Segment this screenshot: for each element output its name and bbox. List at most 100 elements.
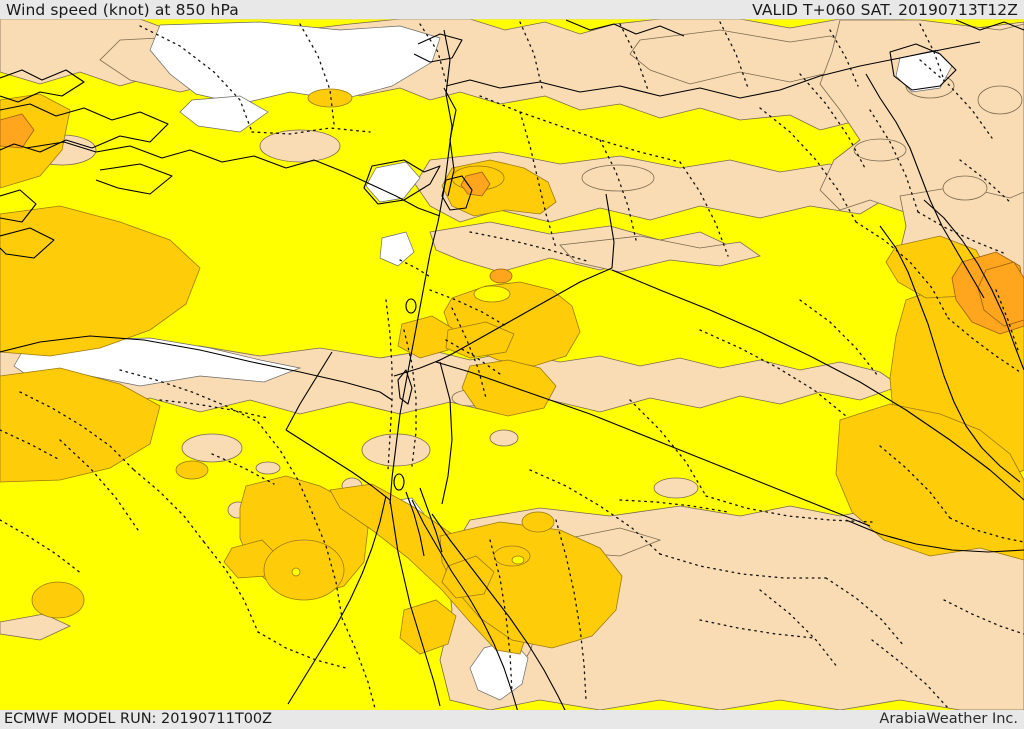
dotted-turkey-f: [619, 23, 649, 91]
coast-red-sea-east: [431, 513, 569, 717]
coast-aegean-mid: [0, 103, 169, 153]
light-ellipse-f: [489, 429, 519, 447]
calm-patch-cyprus: [365, 161, 421, 203]
dotted-saudi-a: [699, 329, 847, 417]
coast-iskenderun: [413, 33, 463, 63]
coast-gulf-west: [879, 225, 1021, 483]
dotted-levant-a: [399, 259, 433, 279]
gold-ellipse-g: [521, 511, 555, 533]
valid-time-label: VALID T+060 SAT. 20190713T12Z: [752, 1, 1018, 19]
calm-patch-med-west: [179, 95, 269, 133]
footer-bar: [0, 710, 1024, 729]
dotted-iraq-f: [947, 317, 1021, 373]
gold-ellipse-c: [493, 545, 531, 567]
gold-ellipse-b: [307, 88, 353, 108]
dotted-syria-a: [479, 95, 681, 163]
light-sliver-sw: [0, 613, 71, 641]
coast-lake-van: [889, 43, 957, 91]
dotted-turkey-b: [251, 127, 371, 135]
calm-patch-mediterranean-north: [149, 21, 441, 105]
border-lebanon: [441, 175, 473, 211]
gold-ellipse-d: [175, 460, 209, 480]
border-iraq-saudi: [611, 269, 1024, 501]
border-solid-group: [285, 41, 1024, 527]
coast-island-crete-w: [0, 189, 37, 223]
dotted-egypt-d: [257, 631, 347, 669]
coast-aegean-north: [0, 69, 85, 103]
light-ellipse-d: [942, 175, 988, 201]
light-ellipse-h: [181, 433, 243, 463]
map-title: Wind speed (knot) at 850 hPa: [6, 1, 239, 19]
dotted-saudi-b: [629, 399, 707, 497]
orange-spot-damascus: [460, 171, 491, 197]
model-run-label: ECMWF MODEL RUN: 20190711T00Z: [4, 711, 273, 727]
dotted-iran-c: [995, 289, 1019, 351]
gold-cell-syrian-desert-lobe: [461, 359, 557, 417]
orange-spot-west: [0, 113, 35, 149]
dotted-gulf-d: [943, 599, 1024, 635]
coastline-group: [0, 19, 1024, 717]
dotted-iraq-e: [855, 221, 949, 319]
dotted-iran-b: [919, 59, 993, 139]
light-sheet-iraq: [819, 19, 1024, 215]
border-egypt-israel: [285, 429, 391, 501]
coast-egypt-north: [0, 335, 393, 401]
dotted-levant-c: [429, 289, 507, 327]
dotted-saudi-j: [759, 589, 839, 669]
light-ellipse-j: [255, 461, 281, 475]
coast-gulf-south: [845, 519, 1024, 553]
dotted-saudi-f: [825, 577, 905, 647]
dotted-iraq-d: [917, 211, 1007, 255]
coast-aqaba-east: [419, 487, 443, 553]
provider-credit-label: ArabiaWeather Inc.: [879, 711, 1018, 727]
border-egypt-sinai-w: [285, 351, 333, 431]
gold-patch-jordan: [397, 315, 453, 359]
dotted-levant-e: [385, 299, 393, 471]
coast-island-crete-e: [0, 227, 55, 259]
light-ellipse-g: [653, 477, 699, 499]
dotted-egypt-m: [211, 453, 275, 485]
calm-patch-levant: [379, 231, 415, 267]
coast-red-sea-west: [411, 499, 519, 713]
light-ellipse-c: [853, 138, 907, 162]
dotted-gulf-b: [949, 517, 1024, 543]
gold-ellipse-f: [263, 539, 345, 601]
dotted-saudi-g: [489, 539, 513, 693]
border-syria-jordan-nw: [435, 267, 613, 363]
coast-gulf-iran: [923, 199, 1024, 371]
border-iraq-iran: [865, 73, 985, 299]
dotted-turkey-i: [919, 23, 945, 81]
dotted-turkey-h: [829, 29, 859, 87]
gold-patch-red-sea-w: [441, 555, 495, 599]
border-jordan-saudi-west: [439, 361, 453, 505]
gold-patch-red-sea-e: [399, 599, 457, 655]
dotted-iraq-c: [869, 109, 919, 213]
coast-cyprus: [363, 159, 441, 205]
border-israel-jordan-link: [393, 359, 441, 377]
dotted-turkey-a: [139, 25, 253, 133]
coast-island-rhodes: [95, 163, 173, 195]
gold-ellipse-e: [31, 581, 85, 619]
dotted-saudi-d: [529, 469, 661, 555]
coast-caspian-sw: [955, 19, 1024, 31]
coast-gulf-of-suez: [287, 495, 387, 705]
coast-dead-sea: [397, 369, 413, 405]
dotted-levant-f: [445, 339, 501, 375]
coast-aqaba-west: [405, 491, 425, 557]
dotted-iraq-b: [799, 73, 867, 171]
coast-turkey-south: [25, 141, 441, 217]
border-syria-iraq-link: [605, 193, 615, 269]
light-ellipse-a: [259, 129, 341, 163]
yellow-hole-syrian-desert: [473, 285, 511, 303]
dotted-turkey-g: [719, 21, 749, 89]
light-ellipse-b: [581, 164, 655, 192]
dotted-egypt-j: [0, 429, 61, 461]
dotted-syria-b: [519, 111, 557, 249]
dotted-gulf-e: [699, 619, 815, 639]
dotted-saudi-i: [619, 499, 729, 513]
border-dotted-group: [0, 21, 1024, 713]
yellow-hole-sinai: [291, 567, 301, 577]
gold-mass-gulf-south: [835, 403, 1024, 561]
